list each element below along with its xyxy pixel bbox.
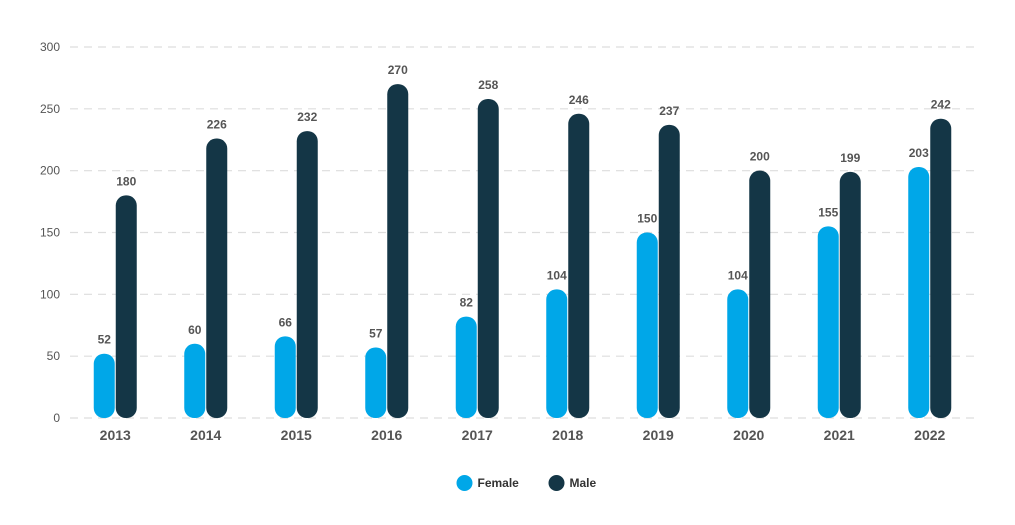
x-axis-ticks: 2013 2014 2015 2016 2017 2018 2019 2020 2021 2022 [100, 427, 946, 443]
x-tick-label: 2013 [100, 427, 131, 443]
data-label: 200 [750, 150, 770, 164]
y-tick-label: 300 [40, 40, 60, 54]
data-label: 242 [931, 98, 951, 112]
data-label: 104 [547, 268, 567, 282]
x-tick-label: 2018 [552, 427, 583, 443]
bar-female-2017[interactable] [455, 316, 477, 418]
data-label: 226 [207, 118, 227, 132]
x-tick-label: 2019 [643, 427, 674, 443]
x-tick-label: 2015 [281, 427, 312, 443]
legend-swatch-male [548, 475, 565, 491]
legend-item-male[interactable]: Male [548, 475, 597, 491]
legend[interactable]: Female Male [456, 475, 597, 491]
bar-male-2015[interactable] [296, 131, 318, 419]
bar-female-2014[interactable] [184, 343, 206, 418]
legend-label: Female [478, 476, 520, 490]
bar-male-2022[interactable] [930, 118, 952, 418]
bars [93, 84, 952, 419]
y-tick-label: 250 [40, 102, 60, 116]
data-label: 66 [279, 315, 293, 329]
data-label: 104 [728, 268, 748, 282]
data-label: 270 [388, 63, 408, 77]
x-tick-label: 2022 [914, 427, 945, 443]
data-label: 237 [659, 104, 679, 118]
bar-male-2013[interactable] [115, 195, 137, 418]
x-tick-label: 2021 [824, 427, 855, 443]
data-label: 203 [909, 146, 929, 160]
y-axis-ticks: 0 50 100 150 200 250 300 [40, 40, 60, 425]
bar-female-2021[interactable] [817, 226, 839, 418]
bar-female-2022[interactable] [908, 166, 930, 418]
bar-female-2015[interactable] [274, 336, 296, 418]
data-labels: 52 180 60 226 66 232 57 270 82 258 104 246 150 237 104… [98, 63, 952, 347]
x-tick-label: 2017 [462, 427, 493, 443]
x-tick-label: 2020 [733, 427, 764, 443]
data-label: 258 [478, 78, 498, 92]
bar-female-2020[interactable] [727, 289, 749, 418]
data-label: 180 [116, 174, 136, 188]
bar-female-2016[interactable] [365, 347, 387, 418]
data-label: 60 [188, 323, 202, 337]
gridlines [70, 46, 975, 419]
y-tick-label: 50 [47, 349, 61, 363]
data-label: 150 [637, 212, 657, 226]
legend-item-female[interactable]: Female [456, 475, 520, 491]
y-tick-label: 200 [40, 164, 60, 178]
y-tick-label: 150 [40, 226, 60, 240]
x-tick-label: 2016 [371, 427, 402, 443]
bar-male-2019[interactable] [658, 124, 680, 418]
bar-male-2021[interactable] [839, 171, 861, 418]
data-label: 82 [460, 296, 474, 310]
legend-label: Male [570, 476, 597, 490]
bar-female-2018[interactable] [546, 289, 568, 418]
data-label: 232 [297, 110, 317, 124]
bar-male-2020[interactable] [749, 170, 771, 418]
data-label: 155 [818, 205, 838, 219]
bar-male-2014[interactable] [206, 138, 228, 418]
y-tick-label: 0 [53, 411, 60, 425]
data-label: 199 [840, 151, 860, 165]
legend-swatch-female [456, 475, 473, 491]
y-tick-label: 100 [40, 287, 60, 301]
bar-male-2016[interactable] [387, 84, 409, 418]
bar-female-2019[interactable] [636, 232, 658, 419]
bar-female-2013[interactable] [93, 353, 115, 418]
data-label: 52 [98, 333, 112, 347]
x-tick-label: 2014 [190, 427, 221, 443]
bar-male-2017[interactable] [477, 98, 499, 418]
data-label: 246 [569, 93, 589, 107]
data-label: 57 [369, 327, 383, 341]
bar-male-2018[interactable] [568, 113, 590, 418]
